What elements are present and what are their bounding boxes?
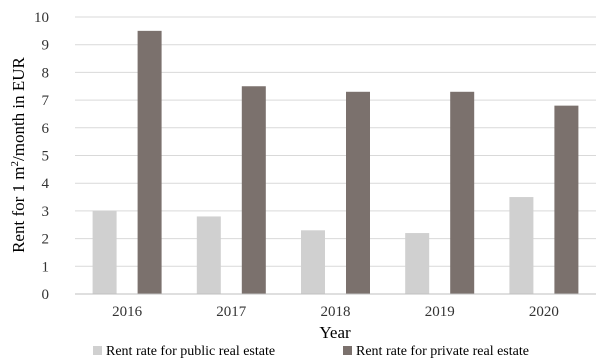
y-tick-label: 2 — [42, 232, 50, 248]
bar-private-2020 — [554, 105, 579, 294]
x-axis-label: Year — [319, 323, 351, 342]
y-tick-label: 5 — [42, 149, 50, 165]
y-tick-label: 6 — [42, 121, 50, 137]
bar-public-2017 — [196, 216, 221, 294]
y-tick-label: 3 — [42, 204, 50, 220]
x-tick-label: 2016 — [112, 304, 143, 320]
x-tick-label: 2017 — [216, 304, 247, 320]
legend-swatch-private — [343, 346, 352, 355]
bar-private-2018 — [346, 91, 370, 294]
x-tick-label: 2020 — [529, 304, 559, 320]
bar-private-2019 — [450, 91, 475, 294]
y-tick-label: 4 — [42, 176, 50, 192]
legend-swatch-public — [93, 346, 102, 355]
x-tick-label: 2019 — [425, 304, 455, 320]
y-tick-label: 0 — [42, 287, 50, 303]
y-tick-label: 8 — [42, 65, 50, 81]
y-tick-label: 9 — [42, 38, 50, 54]
legend: Rent rate for public real estate Rent ra… — [93, 344, 529, 359]
y-tick-label: 10 — [34, 10, 49, 26]
bars — [92, 30, 579, 294]
legend-label-private: Rent rate for private real estate — [356, 344, 529, 359]
bar-public-2019 — [405, 233, 430, 294]
legend-label-public: Rent rate for public real estate — [106, 344, 275, 359]
bar-public-2020 — [509, 197, 534, 294]
bar-private-2016 — [137, 30, 162, 294]
y-axis-label-superscript: 2 — [9, 161, 21, 167]
y-axis-label: Rent for 1 m2/month in EUR — [9, 56, 28, 252]
bar-public-2018 — [301, 230, 325, 294]
x-axis-ticks: 2016 2017 2018 2019 2020 — [112, 304, 559, 320]
x-tick-label: 2018 — [321, 304, 351, 320]
y-tick-label: 7 — [42, 93, 50, 109]
y-axis-ticks: 0 1 2 3 4 5 6 7 8 9 10 — [34, 10, 50, 303]
gridlines — [75, 16, 596, 267]
bar-private-2017 — [241, 86, 266, 294]
y-tick-label: 1 — [42, 259, 50, 275]
bar-public-2016 — [92, 210, 117, 294]
